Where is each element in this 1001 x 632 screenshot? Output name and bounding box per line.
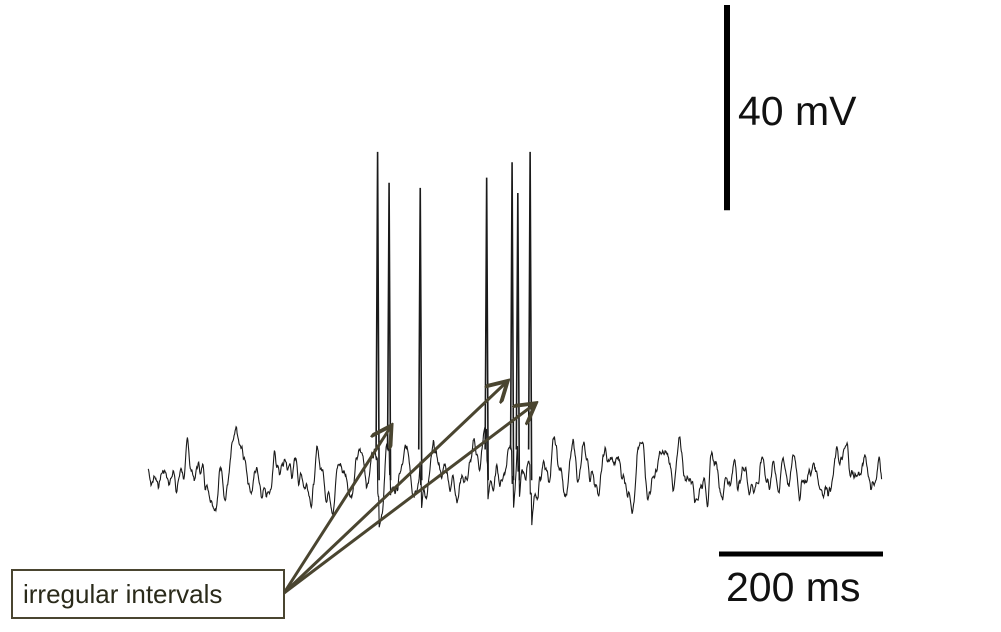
membrane-potential-trace: [147, 425, 883, 528]
scale-bars: [719, 5, 883, 557]
spike-2: [386, 182, 392, 481]
voltage-scale-label: 40 mV: [738, 88, 857, 134]
annotation-arrow-2: [282, 383, 506, 595]
annotation-arrow-3: [283, 405, 533, 595]
annotation-arrow-1: [282, 428, 390, 594]
spike-6: [515, 192, 521, 481]
spike-1: [375, 151, 380, 481]
annotation-callout: irregular intervals: [11, 569, 285, 619]
annotation-arrows: [282, 383, 533, 595]
spike-7: [527, 151, 533, 481]
spike-5: [509, 162, 515, 481]
trace-layer: [147, 151, 883, 528]
time-scale-label: 200 ms: [726, 564, 861, 610]
spike-3: [417, 187, 423, 481]
